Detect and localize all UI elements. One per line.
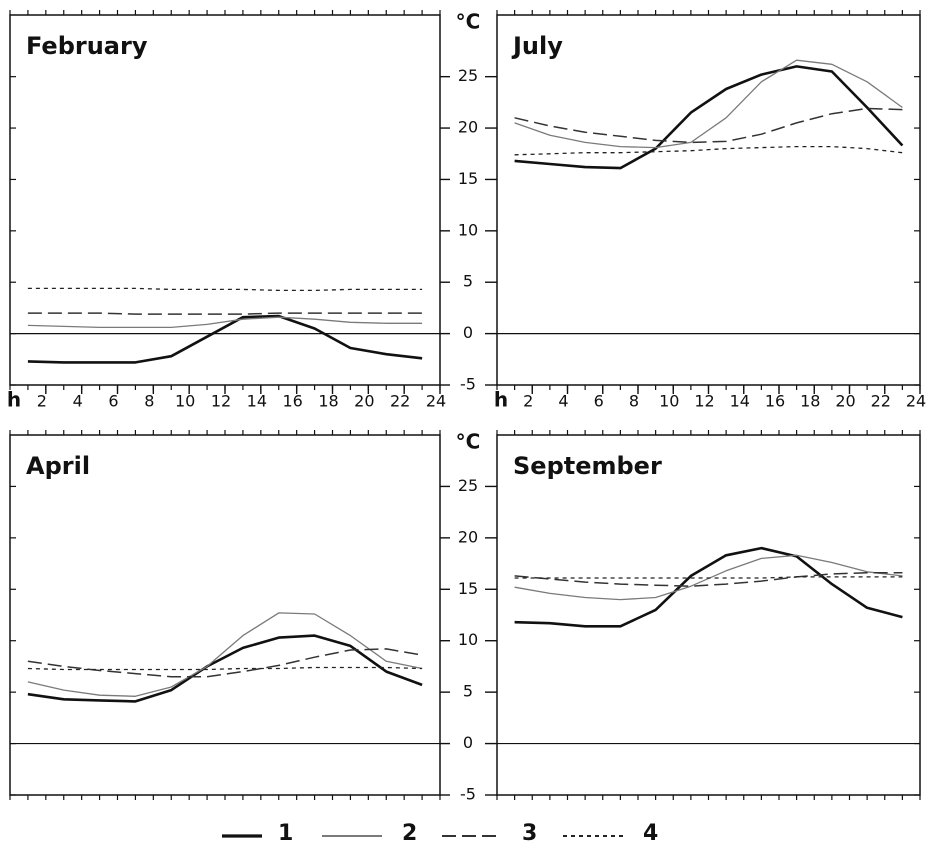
x-tick-label: 2 xyxy=(37,392,47,411)
x-tick-label: 6 xyxy=(594,392,604,411)
x-tick-label: 16 xyxy=(282,392,302,411)
y-tick-label: 25 xyxy=(458,476,478,495)
legend-label: 4 xyxy=(643,821,658,846)
y-tick-label: -5 xyxy=(460,375,476,394)
y-tick-label: -5 xyxy=(460,785,476,804)
x-tick-label: 14 xyxy=(247,392,267,411)
panel-title: February xyxy=(26,32,148,60)
panel-frame xyxy=(9,434,441,796)
series-line xyxy=(514,65,904,170)
series-line xyxy=(514,145,903,156)
series-line xyxy=(27,666,423,671)
panel-title: July xyxy=(511,32,563,60)
y-tick-label: 15 xyxy=(458,579,478,598)
x-tick-label: 12 xyxy=(211,392,231,411)
y-tick-label: 5 xyxy=(463,682,473,701)
x-tick-label: 10 xyxy=(659,392,679,411)
series-line xyxy=(27,312,423,315)
x-tick-label: 20 xyxy=(354,392,374,411)
x-tick-label: 18 xyxy=(800,392,820,411)
y-axis-label: °C xyxy=(456,10,481,34)
y-tick-label: 20 xyxy=(458,527,478,546)
y-tick-label: 5 xyxy=(463,272,473,291)
x-tick-label: 10 xyxy=(175,392,195,411)
y-axis-label: °C xyxy=(456,430,481,454)
x-tick-label: 4 xyxy=(73,392,83,411)
series-line xyxy=(514,546,903,628)
series-line xyxy=(27,648,423,678)
legend-label: 2 xyxy=(402,821,417,846)
series-line xyxy=(514,576,903,579)
y-tick-label: 20 xyxy=(458,118,478,137)
legend-label: 1 xyxy=(278,821,293,846)
y-tick-label: 0 xyxy=(463,733,473,752)
y-tick-label: 10 xyxy=(458,630,478,649)
x-tick-label: 4 xyxy=(558,392,568,411)
x-tick-label: 16 xyxy=(765,392,785,411)
x-axis-label: h xyxy=(494,388,508,412)
x-tick-label: 2 xyxy=(523,392,533,411)
series-line xyxy=(27,316,423,329)
x-tick-label: 8 xyxy=(629,392,639,411)
x-tick-label: 24 xyxy=(906,392,926,411)
y-tick-label: 25 xyxy=(458,66,478,85)
series-line xyxy=(514,107,903,144)
x-tick-label: 8 xyxy=(144,392,154,411)
x-tick-label: 14 xyxy=(730,392,750,411)
series-line xyxy=(514,59,903,149)
series-line xyxy=(27,634,423,703)
panel-title: April xyxy=(26,452,90,480)
panel-frame xyxy=(496,14,921,386)
series-line xyxy=(514,572,903,587)
panel-title: September xyxy=(513,452,662,480)
y-tick-label: 0 xyxy=(463,323,473,342)
x-tick-label: 6 xyxy=(108,392,118,411)
legend-label: 3 xyxy=(522,821,537,846)
x-tick-label: 22 xyxy=(390,392,410,411)
y-tick-label: 15 xyxy=(458,169,478,188)
series-line xyxy=(27,612,423,697)
x-tick-label: 18 xyxy=(318,392,338,411)
x-axis-label: h xyxy=(7,388,21,412)
y-tick-label: 10 xyxy=(458,220,478,239)
panel-frame xyxy=(9,14,441,386)
x-tick-label: 22 xyxy=(871,392,891,411)
x-tick-label: 24 xyxy=(426,392,446,411)
series-line xyxy=(27,314,423,364)
series-line xyxy=(27,287,423,292)
x-tick-label: 12 xyxy=(694,392,714,411)
panel-frame xyxy=(496,434,921,796)
x-tick-label: 20 xyxy=(835,392,855,411)
